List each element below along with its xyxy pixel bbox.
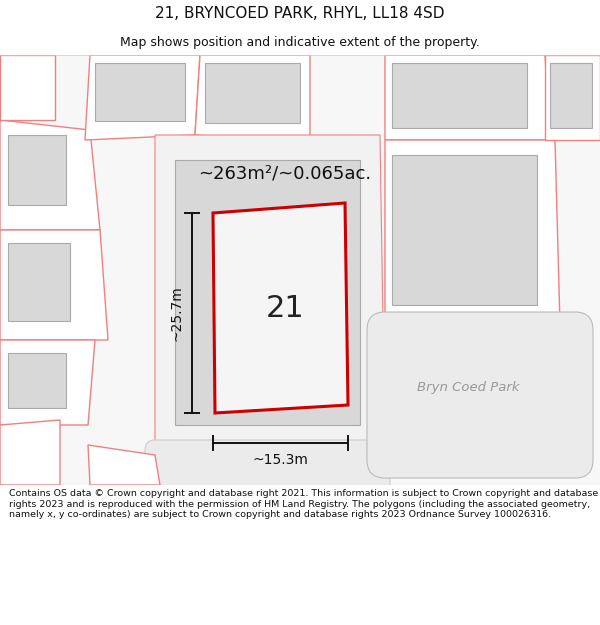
Polygon shape	[195, 55, 310, 145]
Text: 21: 21	[266, 294, 305, 323]
Polygon shape	[213, 203, 348, 413]
Text: ~263m²/~0.065ac.: ~263m²/~0.065ac.	[199, 164, 371, 182]
Polygon shape	[0, 420, 60, 485]
Text: 21, BRYNCOED PARK, RHYL, LL18 4SD: 21, BRYNCOED PARK, RHYL, LL18 4SD	[155, 6, 445, 21]
Polygon shape	[0, 120, 100, 230]
Text: ~25.7m: ~25.7m	[170, 285, 184, 341]
FancyBboxPatch shape	[145, 440, 390, 495]
Bar	[550, 63, 592, 128]
FancyBboxPatch shape	[367, 312, 593, 478]
Bar	[205, 63, 300, 123]
Text: ~15.3m: ~15.3m	[253, 453, 308, 467]
Polygon shape	[155, 135, 385, 455]
Polygon shape	[0, 55, 55, 120]
Polygon shape	[385, 55, 550, 140]
Bar	[8, 353, 66, 408]
Polygon shape	[0, 230, 108, 340]
Polygon shape	[0, 340, 95, 425]
Bar	[392, 155, 537, 305]
Bar	[8, 135, 66, 205]
Polygon shape	[545, 55, 600, 140]
Polygon shape	[85, 55, 200, 140]
Polygon shape	[88, 445, 160, 485]
Bar	[392, 63, 527, 128]
Polygon shape	[385, 140, 560, 330]
Bar	[8, 243, 70, 321]
Bar	[95, 63, 185, 121]
Text: Map shows position and indicative extent of the property.: Map shows position and indicative extent…	[120, 36, 480, 49]
Bar	[175, 160, 360, 425]
Text: Bryn Coed Park: Bryn Coed Park	[417, 381, 519, 394]
Text: Contains OS data © Crown copyright and database right 2021. This information is : Contains OS data © Crown copyright and d…	[9, 489, 598, 519]
